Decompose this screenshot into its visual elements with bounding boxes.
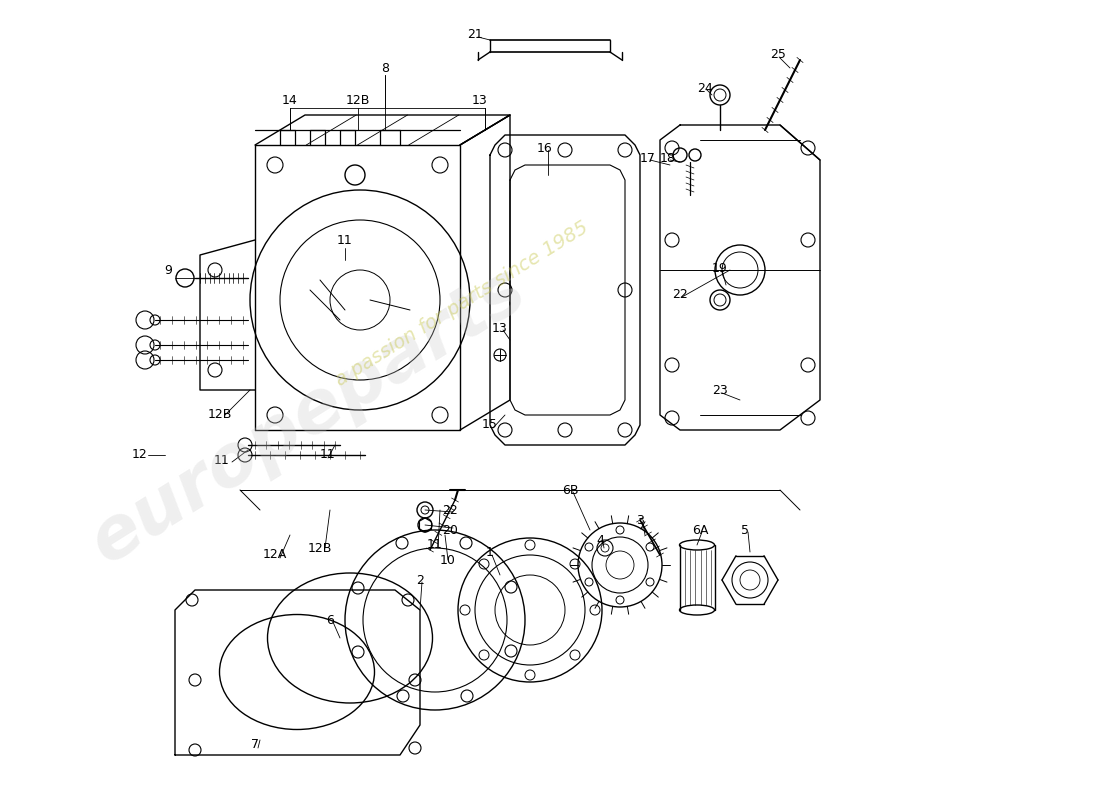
Text: 8: 8 <box>381 62 389 74</box>
Text: 21: 21 <box>468 29 483 42</box>
Text: 18: 18 <box>660 151 675 165</box>
Text: 6B: 6B <box>562 483 579 497</box>
Text: 13: 13 <box>492 322 508 334</box>
Text: 7: 7 <box>251 738 258 751</box>
Text: 11: 11 <box>214 454 230 466</box>
Text: 22: 22 <box>442 503 458 517</box>
Text: 19: 19 <box>712 262 728 274</box>
Text: a passion for parts since 1985: a passion for parts since 1985 <box>332 218 592 390</box>
Text: 17: 17 <box>640 151 656 165</box>
Text: 6A: 6A <box>692 523 708 537</box>
Text: 12A: 12A <box>263 549 287 562</box>
Text: 1: 1 <box>486 546 494 559</box>
Text: 11: 11 <box>427 538 443 551</box>
Text: 23: 23 <box>712 383 728 397</box>
Text: 16: 16 <box>537 142 553 154</box>
Text: 25: 25 <box>770 49 785 62</box>
Text: 12B: 12B <box>345 94 371 106</box>
Text: 9: 9 <box>164 263 172 277</box>
Text: 24: 24 <box>697 82 713 94</box>
Text: 5: 5 <box>741 523 749 537</box>
Text: 11: 11 <box>320 449 336 462</box>
Text: 12: 12 <box>132 449 147 462</box>
Text: 15: 15 <box>482 418 498 431</box>
Text: 12B: 12B <box>308 542 332 554</box>
Text: 3: 3 <box>636 514 644 526</box>
Text: 13: 13 <box>472 94 488 106</box>
Text: 20: 20 <box>442 523 458 537</box>
Text: 2: 2 <box>416 574 424 586</box>
Text: 10: 10 <box>440 554 455 566</box>
Text: 6: 6 <box>326 614 334 626</box>
Text: 11: 11 <box>337 234 353 246</box>
Text: 12B: 12B <box>208 409 232 422</box>
Text: europeparts: europeparts <box>78 254 538 578</box>
Text: 22: 22 <box>672 289 688 302</box>
Text: 14: 14 <box>282 94 298 106</box>
Text: 4: 4 <box>596 534 604 546</box>
